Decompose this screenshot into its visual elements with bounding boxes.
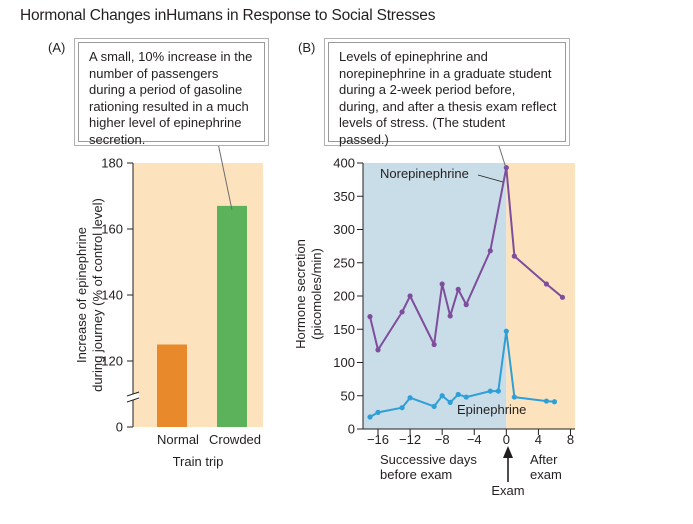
y-tick-group: 0 120 140 160 180 <box>101 156 133 435</box>
norepinephrine-point <box>559 294 566 300</box>
panel-b-callout: Levels of epinephrine and norepinephrine… <box>328 42 566 147</box>
callout-b-pointer <box>497 142 507 169</box>
x-tick-label: 4 <box>535 432 542 447</box>
epinephrine-point <box>455 391 461 398</box>
exam-arrow-icon <box>503 446 513 458</box>
y-tick-label: 0 <box>348 422 355 437</box>
y-tick-label: 160 <box>101 222 123 237</box>
panel-a-label: (A) <box>48 40 66 55</box>
norepinephrine-point <box>487 248 493 254</box>
norepinephrine-series-label: Norepinephrine <box>380 166 469 181</box>
bar-normal <box>157 344 187 427</box>
y-tick-group: 0 50 100 150 200 250 300 350 400 <box>333 156 363 437</box>
axis-break-slash <box>126 397 140 403</box>
x-axis-label: Train trip <box>173 454 224 469</box>
norepinephrine-point <box>463 302 469 308</box>
x-tick-group: −16 −12 −8 −4 0 4 8 <box>367 429 574 447</box>
callout-a-pointer <box>217 142 233 211</box>
y-tick-label: 150 <box>333 322 355 337</box>
epinephrine-point <box>543 398 550 404</box>
norepinephrine-point <box>543 281 550 287</box>
norepinephrine-point <box>375 347 381 353</box>
y-tick-label: 180 <box>101 156 123 171</box>
before-exam-label: Successive days before exam <box>380 452 477 482</box>
norepinephrine-point <box>399 309 405 315</box>
x-tick-label: 8 <box>567 432 574 447</box>
y-axis-label: Hormone secretion(picomoles/min) <box>293 239 324 349</box>
epinephrine-point <box>551 399 558 405</box>
series-points <box>367 165 566 420</box>
y-tick-label: 120 <box>101 354 123 369</box>
bar-group <box>157 205 247 427</box>
figure-title: Hormonal Changes inHumans in Response to… <box>20 7 436 24</box>
x-tick-label: −12 <box>399 432 421 447</box>
x-tick-label-normal: Normal <box>157 432 199 447</box>
norepinephrine-point <box>431 341 437 348</box>
x-tick-label: 0 <box>503 432 510 447</box>
bar-crowded <box>217 205 247 427</box>
norepinephrine-leader-line <box>477 174 504 183</box>
axis-break-mark <box>126 391 140 403</box>
y-axis-label: Increase of epinephrineduring journey (%… <box>74 198 105 392</box>
exam-marker-label: Exam <box>491 483 524 498</box>
epinephrine-point <box>487 388 493 394</box>
epinephrine-point <box>495 388 501 394</box>
norepinephrine-point <box>511 253 517 259</box>
before-exam-region <box>363 163 507 429</box>
after-exam-label: After exam <box>530 452 562 482</box>
norepinephrine-point <box>447 313 453 319</box>
panel-b-label: (B) <box>298 40 316 55</box>
epinephrine-point <box>511 394 517 400</box>
epinephrine-point <box>447 399 453 405</box>
norepinephrine-point <box>407 293 413 299</box>
axis-break-gap <box>127 394 139 400</box>
x-tick-label: −16 <box>367 432 389 447</box>
x-tick-label-group: Normal Crowded <box>157 432 261 447</box>
panel-a-callout: A small, 10% increase in the number of p… <box>78 42 265 147</box>
x-tick-label: −4 <box>467 432 482 447</box>
y-tick-label: 350 <box>333 189 355 204</box>
y-tick-label: 0 <box>116 420 123 435</box>
epinephrine-point <box>399 405 405 411</box>
norepinephrine-point <box>367 314 373 320</box>
norepinephrine-point <box>455 286 461 292</box>
epinephrine-point <box>407 395 413 401</box>
epinephrine-point <box>463 394 469 400</box>
y-tick-label: 250 <box>333 255 355 270</box>
epinephrine-point <box>439 393 445 399</box>
epinephrine-series-label: Epinephrine <box>457 402 526 417</box>
axis-break-slash <box>126 391 140 397</box>
y-tick-label: 50 <box>341 388 355 403</box>
y-tick-label: 200 <box>333 289 355 304</box>
epinephrine-point <box>375 409 381 415</box>
norepinephrine-line <box>369 166 564 351</box>
y-tick-label: 140 <box>101 288 123 303</box>
y-tick-label: 400 <box>333 156 355 171</box>
y-tick-label: 300 <box>333 222 355 237</box>
panel-a-chart: 0 120 140 160 180 Normal Crowded Train trip I… <box>74 156 263 469</box>
norepinephrine-point <box>439 281 445 287</box>
epinephrine-point <box>503 328 509 334</box>
epinephrine-point <box>367 414 373 420</box>
y-tick-label: 100 <box>333 355 355 370</box>
epinephrine-point <box>431 403 437 409</box>
x-tick-label: −8 <box>435 432 450 447</box>
x-tick-label-crowded: Crowded <box>209 432 261 447</box>
panel-b-chart: 0 50 100 150 200 250 300 350 400 −16 −12 −8 −4 0 4 8 H… <box>293 156 575 498</box>
